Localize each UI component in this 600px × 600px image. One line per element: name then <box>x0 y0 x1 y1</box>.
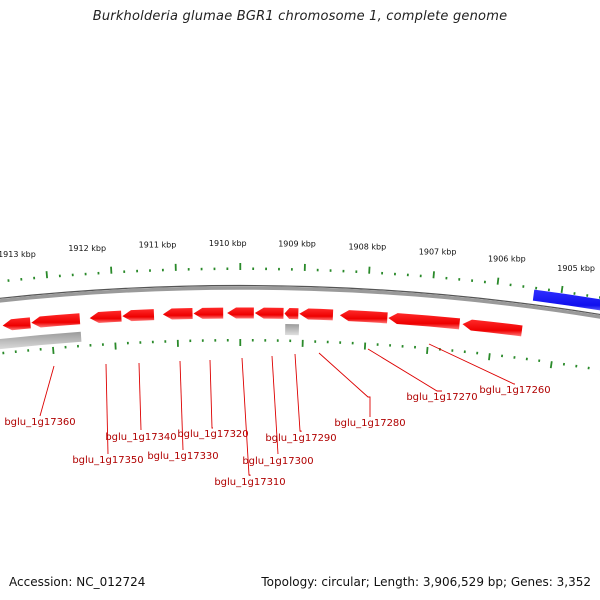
reverse-gene-arrow[interactable] <box>122 309 155 322</box>
major-tick <box>560 285 564 294</box>
gene-label[interactable]: bglu_1g17310 <box>214 477 285 488</box>
reverse-gene-arrow[interactable] <box>193 307 224 319</box>
kbp-label: 1912 kbp <box>68 244 106 253</box>
reverse-gene-arrow[interactable] <box>284 308 299 320</box>
leader-line <box>241 357 251 476</box>
kbp-scale: 1913 kbp 1912 kbp 1911 kbp 1910 kbp 1909 kbp… <box>0 239 595 273</box>
kbp-label: 1906 kbp <box>488 255 526 264</box>
gene-label[interactable]: bglu_1g17340 <box>105 432 176 443</box>
backbone-outline <box>0 284 600 316</box>
leader-line <box>39 365 55 417</box>
leader-line <box>179 360 184 451</box>
leader-line <box>138 362 142 431</box>
reverse-gene-arrow[interactable] <box>89 310 122 323</box>
major-tick <box>426 346 429 355</box>
reverse-gene-arrow[interactable] <box>31 313 81 328</box>
reverse-gene-arrow[interactable] <box>162 308 193 320</box>
kbp-label: 1910 kbp <box>209 239 247 248</box>
kbp-label: 1907 kbp <box>419 248 457 257</box>
gene-label[interactable]: bglu_1g17300 <box>242 456 313 467</box>
major-tick <box>549 361 553 369</box>
reverse-gene-arrow[interactable] <box>388 313 461 330</box>
leader-line <box>105 363 109 455</box>
gene-label[interactable]: bglu_1g17350 <box>72 455 143 466</box>
accession-text: Accession: NC_012724 <box>9 575 146 589</box>
reverse-gene-arrow[interactable] <box>254 307 284 319</box>
gene-track[interactable] <box>0 289 600 351</box>
leader-line <box>318 352 371 417</box>
gene-label[interactable]: bglu_1g17320 <box>177 429 248 440</box>
chromosome-backbone-group <box>0 284 600 319</box>
reverse-gene-arrow[interactable] <box>462 319 523 337</box>
gene-label[interactable]: bglu_1g17280 <box>334 418 405 429</box>
leader-line <box>367 348 442 392</box>
gene-label[interactable]: bglu_1g17330 <box>147 451 218 462</box>
forward-gene-arrow[interactable] <box>532 289 600 314</box>
leader-line <box>209 359 213 429</box>
kbp-label: 1911 kbp <box>139 240 177 249</box>
major-tick <box>45 271 49 279</box>
major-tick <box>496 277 500 285</box>
kbp-label: 1909 kbp <box>278 240 316 249</box>
leader-line <box>428 343 515 385</box>
reverse-gene-arrow[interactable] <box>339 310 388 324</box>
gene-label-group[interactable]: bglu_1g17360bglu_1g17350bglu_1g17340bglu… <box>4 343 551 488</box>
kbp-label: 1905 kbp <box>557 264 595 273</box>
gene-label[interactable]: bglu_1g17290 <box>265 433 336 444</box>
reverse-gene-arrow[interactable] <box>299 308 334 321</box>
map-title: Burkholderia glumae BGR1 chromosome 1, c… <box>92 9 508 24</box>
kbp-label: 1913 kbp <box>0 250 36 259</box>
gene-label[interactable]: bglu_1g17360 <box>4 417 75 428</box>
genome-summary-text: Topology: circular; Length: 3,906,529 bp… <box>261 575 591 589</box>
chromosome-backbone <box>0 286 600 319</box>
gene-label[interactable]: bglu_1g17270 <box>406 392 477 403</box>
leader-line <box>294 353 302 432</box>
major-tick <box>52 346 55 355</box>
major-tick <box>432 271 435 279</box>
upper-tick-track <box>7 262 600 299</box>
reverse-gene-arrow[interactable] <box>227 307 254 319</box>
grey-feature-block[interactable] <box>0 331 82 351</box>
leader-line <box>271 355 279 455</box>
reverse-gene-arrow[interactable] <box>2 317 31 331</box>
lower-tick-track <box>2 338 600 372</box>
major-tick <box>488 353 491 361</box>
kbp-label: 1908 kbp <box>348 243 386 252</box>
gene-label[interactable]: bglu_1g17260 <box>479 385 550 396</box>
grey-feature-block[interactable] <box>285 323 300 336</box>
